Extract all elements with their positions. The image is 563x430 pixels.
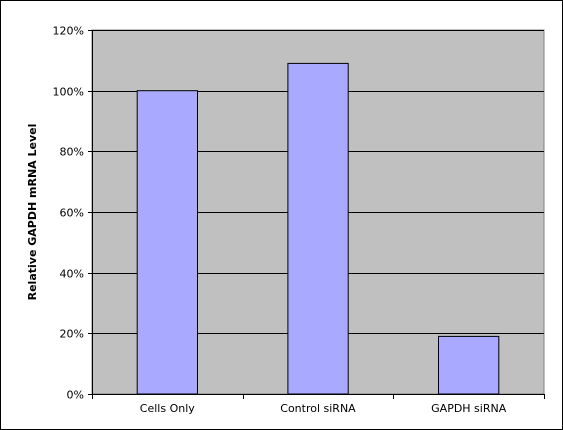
x-tick-label-2: GAPDH siRNA	[431, 402, 507, 415]
y-tick-label-4: 80%	[60, 146, 84, 159]
x-tick-label-1: Control siRNA	[280, 402, 356, 415]
y-tick-label-0: 0%	[67, 389, 84, 402]
bar-control-sirna	[287, 62, 349, 395]
y-tick-label-1: 20%	[60, 328, 84, 341]
bar-cells-only	[136, 90, 198, 395]
x-tick-label-0: Cells Only	[140, 402, 195, 415]
y-tick-label-6: 120%	[53, 25, 84, 38]
y-axis-ticks: 0% 20% 40% 60% 80% 100% 120%	[53, 25, 92, 402]
y-axis-title: Relative GAPDH mRNA Level	[26, 124, 39, 301]
bars	[136, 62, 500, 395]
y-tick-label-2: 40%	[60, 268, 84, 281]
x-axis-ticks: Cells Only Control siRNA GAPDH siRNA	[92, 394, 545, 415]
y-tick-label-3: 60%	[60, 207, 84, 220]
y-tick-label-5: 100%	[53, 86, 84, 99]
bar-gapdh-sirna	[438, 335, 500, 395]
